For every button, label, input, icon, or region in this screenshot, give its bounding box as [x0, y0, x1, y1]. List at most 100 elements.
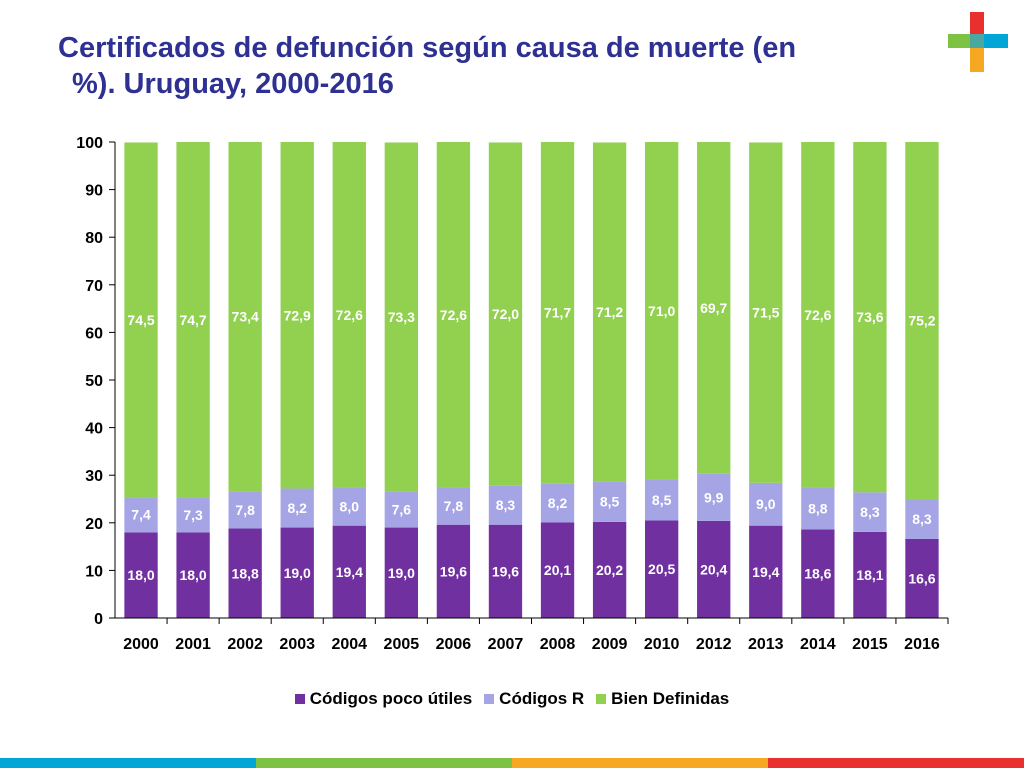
bar-segment-codigos-r	[332, 487, 366, 526]
title-line-1: Certificados de defunción según causa de…	[58, 32, 797, 64]
x-category-label: 2008	[540, 636, 576, 653]
bar-segment-codigos-r	[697, 473, 731, 521]
data-label-poco-utiles: 16,6	[908, 570, 935, 586]
bar-segment-codigos-r	[124, 497, 158, 533]
bar-segment-bien-definidas	[384, 142, 419, 492]
bar-segment-codigos-r	[801, 487, 835, 530]
data-label-codigos-r: 8,5	[652, 492, 672, 508]
data-label-codigos-r: 8,2	[287, 500, 307, 516]
data-label-poco-utiles: 19,0	[388, 565, 415, 581]
data-label-codigos-r: 7,6	[392, 501, 412, 517]
legend-swatch-codigos-r	[484, 694, 495, 704]
data-label-poco-utiles: 18,6	[804, 566, 831, 582]
bar-segment-bien-definidas	[905, 142, 939, 500]
legend-item-poco-utiles: Códigos poco útiles	[294, 689, 473, 709]
bar-segment-poco-utiles	[332, 525, 366, 618]
data-label-poco-utiles: 19,4	[752, 564, 779, 580]
data-label-poco-utiles: 18,8	[232, 565, 259, 581]
bar-segment-poco-utiles	[749, 525, 783, 618]
data-label-bien-definidas: 74,5	[127, 312, 154, 328]
data-label-poco-utiles: 19,0	[284, 565, 311, 581]
x-category-label: 2004	[331, 636, 367, 653]
data-label-bien-definidas: 71,7	[544, 305, 571, 321]
legend-label-codigos-r: Códigos R	[499, 689, 585, 708]
x-category-label: 2015	[852, 636, 888, 653]
x-category-label: 2007	[488, 636, 524, 653]
x-category-label: 2001	[175, 636, 211, 653]
bar-segment-bien-definidas	[592, 142, 627, 482]
bar-segment-codigos-r	[436, 487, 471, 525]
data-label-bien-definidas: 72,0	[492, 306, 519, 322]
data-label-codigos-r: 8,3	[496, 497, 516, 513]
x-category-label: 2000	[123, 636, 159, 653]
decorative-bottom-stripe	[0, 758, 1024, 768]
bar-segment-bien-definidas	[697, 142, 731, 474]
bar-segment-codigos-r	[592, 481, 627, 522]
data-label-poco-utiles: 18,0	[179, 567, 206, 583]
y-tick-label: 20	[85, 516, 103, 533]
bar-segment-poco-utiles	[540, 522, 575, 618]
data-label-poco-utiles: 20,1	[544, 562, 571, 578]
bar-segment-codigos-r	[488, 485, 523, 525]
data-label-codigos-r: 9,9	[704, 489, 724, 505]
y-tick-label: 70	[85, 278, 103, 295]
data-label-poco-utiles: 19,6	[440, 563, 467, 579]
data-label-poco-utiles: 18,1	[856, 567, 883, 583]
bar-segment-codigos-r	[280, 488, 314, 528]
data-label-codigos-r: 7,8	[444, 498, 464, 514]
logo-cross-top	[970, 12, 984, 38]
legend-swatch-bien-definidas	[596, 694, 607, 704]
bar-segment-bien-definidas	[749, 142, 783, 483]
data-label-poco-utiles: 20,5	[648, 561, 675, 577]
legend-label-poco-utiles: Códigos poco útiles	[309, 689, 473, 708]
bar-segment-codigos-r	[853, 492, 887, 532]
data-label-poco-utiles: 20,4	[700, 561, 727, 577]
y-tick-label: 10	[85, 563, 103, 580]
data-label-bien-definidas: 71,5	[752, 305, 779, 321]
data-label-poco-utiles: 20,2	[596, 562, 623, 578]
chart-legend: Códigos poco útiles Códigos R Bien Defin…	[0, 689, 1024, 709]
y-tick-label: 80	[85, 230, 103, 247]
x-category-label: 2009	[592, 636, 628, 653]
bar-segment-poco-utiles	[384, 527, 419, 618]
y-tick-label: 40	[85, 421, 103, 438]
data-label-bien-definidas: 73,6	[856, 309, 883, 325]
bar-segment-poco-utiles	[905, 538, 939, 618]
bar-segment-codigos-r	[228, 491, 262, 529]
bar-segment-bien-definidas	[176, 142, 210, 498]
stacked-bar-chart: 0 10 20 30 40 50 60 70 80 90 100 18,0 7,4 74,5 2000 18,…	[76, 135, 949, 653]
data-label-codigos-r: 8,8	[808, 501, 828, 517]
data-label-codigos-r: 7,4	[131, 507, 151, 523]
bar-segment-bien-definidas	[853, 142, 887, 493]
data-label-poco-utiles: 18,0	[127, 567, 154, 583]
bar-segment-poco-utiles	[228, 528, 262, 618]
logo-cross-right	[980, 34, 1008, 48]
health-cross-logo-icon	[948, 12, 1008, 72]
slide-title: Certificados de defunción según causa de…	[58, 30, 918, 102]
logo-cross-bottom	[970, 46, 984, 72]
bar-segment-codigos-r	[540, 483, 575, 523]
data-label-bien-definidas: 73,4	[232, 309, 259, 325]
y-tick-label: 60	[85, 325, 103, 342]
title-line-2: %). Uruguay, 2000-2016	[72, 68, 394, 100]
logo-cross-center	[970, 34, 984, 48]
data-label-codigos-r: 8,0	[340, 499, 360, 515]
data-label-codigos-r: 9,0	[756, 496, 776, 512]
legend-label-bien-definidas: Bien Definidas	[611, 689, 730, 708]
bar-segment-codigos-r	[644, 479, 679, 521]
bar-segment-bien-definidas	[436, 142, 471, 488]
data-label-bien-definidas: 69,7	[700, 300, 727, 316]
bar-segment-poco-utiles	[644, 520, 679, 618]
y-tick-label: 100	[76, 135, 103, 152]
data-label-bien-definidas: 73,3	[388, 309, 415, 325]
data-label-codigos-r: 8,5	[600, 494, 620, 510]
data-label-bien-definidas: 71,0	[648, 303, 675, 319]
data-label-codigos-r: 7,8	[235, 502, 255, 518]
bar-segment-codigos-r	[384, 491, 419, 528]
bar-segment-bien-definidas	[280, 142, 314, 489]
y-tick-label: 90	[85, 183, 103, 200]
bar-segment-poco-utiles	[124, 532, 158, 618]
y-tick-label: 0	[94, 611, 103, 628]
bar-segment-codigos-r	[749, 482, 783, 526]
x-category-label: 2002	[227, 636, 263, 653]
